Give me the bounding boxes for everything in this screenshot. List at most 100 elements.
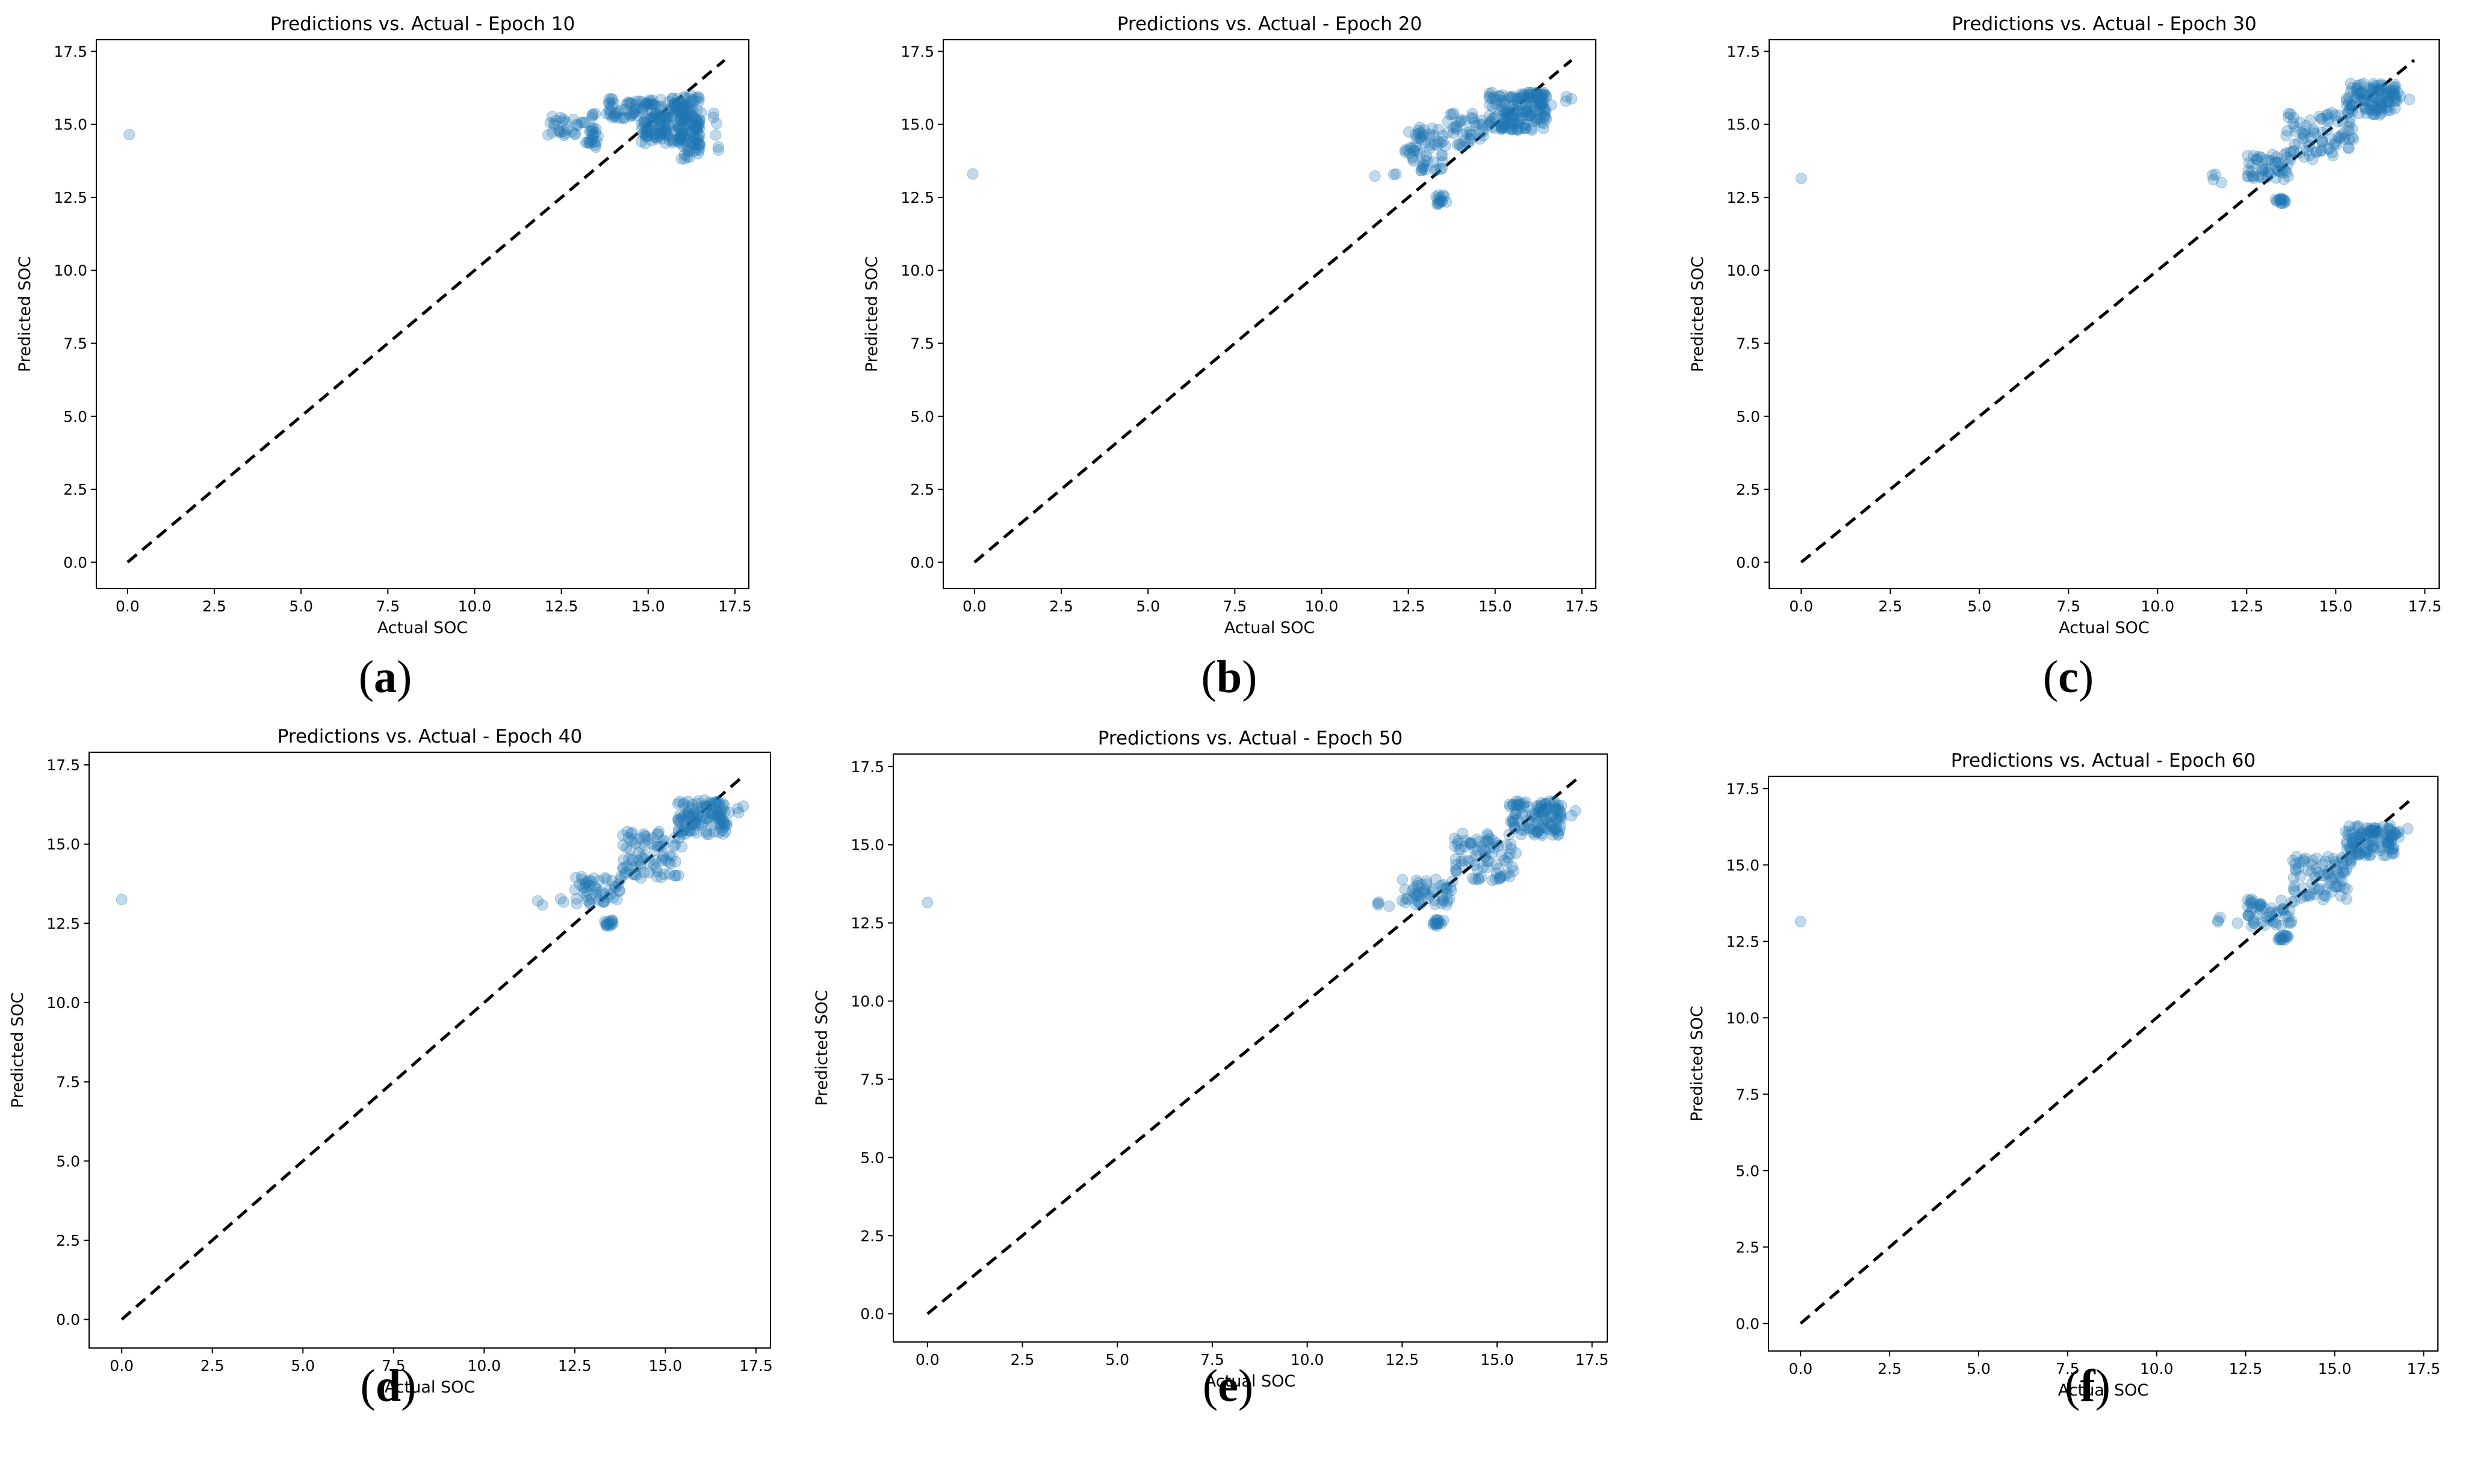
panel-d-point — [623, 853, 635, 865]
panel-e-ytick-label: 7.5 — [860, 1071, 884, 1088]
panel-c-point — [2289, 138, 2301, 150]
panel-b-point — [1455, 115, 1467, 127]
panel-d-point — [674, 832, 686, 844]
panel-b-point — [1527, 86, 1539, 98]
panel-d-point — [585, 875, 597, 887]
panel-b-point — [1514, 105, 1526, 117]
panel-a-point — [654, 121, 666, 133]
panel-c-point — [2251, 153, 2263, 165]
panel-a-point — [544, 117, 556, 129]
panel-b-point — [1512, 123, 1524, 135]
panel-e-point — [1473, 873, 1485, 885]
panel-f-title: Predictions vs. Actual - Epoch 60 — [1951, 750, 2256, 771]
panel-c-point — [2307, 153, 2319, 165]
panel-d-point — [657, 835, 669, 847]
panel-c-xtick-label: 7.5 — [2056, 598, 2080, 615]
panel-d-xtick-label: 5.0 — [291, 1357, 315, 1374]
panel-b-point — [1525, 110, 1537, 122]
panel-a-point — [577, 116, 589, 128]
panel-b-point — [1509, 92, 1521, 104]
panel-b-point — [1521, 105, 1533, 117]
panel-a-axes-frame — [96, 39, 749, 589]
panel-b-point — [1412, 128, 1424, 140]
panel-b-point — [1465, 134, 1477, 146]
panel-b-reference-line — [973, 59, 1573, 564]
panel-a-point — [681, 99, 693, 111]
panel-f-point — [2380, 849, 2392, 861]
panel-a-point — [681, 100, 693, 112]
panel-b-point — [1508, 104, 1521, 116]
panel-b-point — [1545, 99, 1557, 111]
panel-d-xtick-label: 12.5 — [558, 1357, 592, 1374]
panel-a-point — [588, 129, 600, 141]
panel-b-point — [1525, 91, 1537, 104]
panel-a-title: Predictions vs. Actual - Epoch 10 — [270, 13, 575, 35]
panel-a-point — [645, 112, 657, 124]
panel-a-point — [641, 130, 653, 142]
panel-e-point — [1452, 835, 1464, 847]
panel-c-point — [2361, 88, 2374, 100]
panel-a-point — [603, 97, 615, 109]
panel-a-point — [673, 132, 685, 144]
panel-f-point — [2293, 862, 2305, 874]
panel-d-point — [593, 894, 605, 906]
panel-a-point — [624, 108, 636, 120]
panel-c-point — [2282, 111, 2294, 123]
panel-c-point — [2343, 91, 2355, 104]
panel-a-point — [691, 123, 703, 135]
panel-b-point — [1513, 114, 1525, 126]
panel-c-point — [2277, 194, 2289, 206]
panel-a-point — [711, 117, 723, 129]
panel-a-point — [693, 122, 705, 134]
panel-c-point — [2389, 81, 2401, 93]
panel-b-point — [1410, 132, 1422, 144]
panel-a-point — [678, 153, 690, 165]
panel-c-point — [2308, 126, 2320, 138]
panel-a-ytick-label: 10.0 — [54, 262, 87, 279]
panel-a-point — [692, 147, 704, 159]
panel-e-point — [1372, 899, 1384, 911]
panel-d-point — [599, 915, 611, 927]
panel-a-point — [605, 93, 617, 105]
panel-a-point — [655, 104, 667, 116]
panel-c-point — [2364, 103, 2377, 115]
panel-a-point — [683, 146, 695, 158]
panel-c-point — [2343, 134, 2355, 146]
panel-a-point — [636, 96, 648, 108]
panel-a-point — [681, 134, 693, 146]
panel-e-point — [1396, 894, 1408, 906]
panel-c-point — [2395, 90, 2407, 102]
panel-b-point — [1501, 111, 1513, 123]
panel-c-point — [2316, 137, 2328, 149]
panel-a-point — [546, 127, 558, 139]
panel-c-ytick-label: 7.5 — [1736, 335, 1760, 353]
panel-a-point — [650, 108, 662, 120]
panel-b-point — [1410, 129, 1422, 141]
panel-a-point — [569, 128, 581, 140]
panel-d-point — [607, 917, 619, 929]
panel-b-title: Predictions vs. Actual - Epoch 20 — [1117, 13, 1422, 35]
panel-a-point — [647, 124, 659, 136]
panel-d-point — [603, 918, 615, 930]
panel-d-ytick-label: 10.0 — [46, 994, 80, 1012]
panel-d-point — [634, 832, 646, 844]
panel-b-point — [1513, 99, 1525, 111]
panel-a-point — [692, 138, 704, 150]
panel-a-point — [589, 108, 601, 120]
panel-b-point — [1514, 93, 1526, 105]
panel-b-point — [1519, 105, 1531, 117]
panel-b-point — [1436, 150, 1448, 162]
panel-d-outlier-point — [116, 894, 128, 906]
panel-b-point — [1521, 100, 1533, 113]
panel-a-point — [693, 114, 705, 126]
panel-c-point — [2353, 108, 2365, 120]
panel-c-point — [2389, 94, 2401, 107]
panel-d-point — [642, 833, 654, 846]
panel-c-point — [2385, 86, 2397, 98]
panel-b-point — [1496, 89, 1508, 101]
panel-b-point — [1514, 112, 1526, 124]
panel-b-point — [1537, 122, 1549, 134]
panel-c-point — [2273, 165, 2285, 178]
panel-a-point — [691, 104, 703, 116]
panel-b-point — [1473, 118, 1485, 130]
